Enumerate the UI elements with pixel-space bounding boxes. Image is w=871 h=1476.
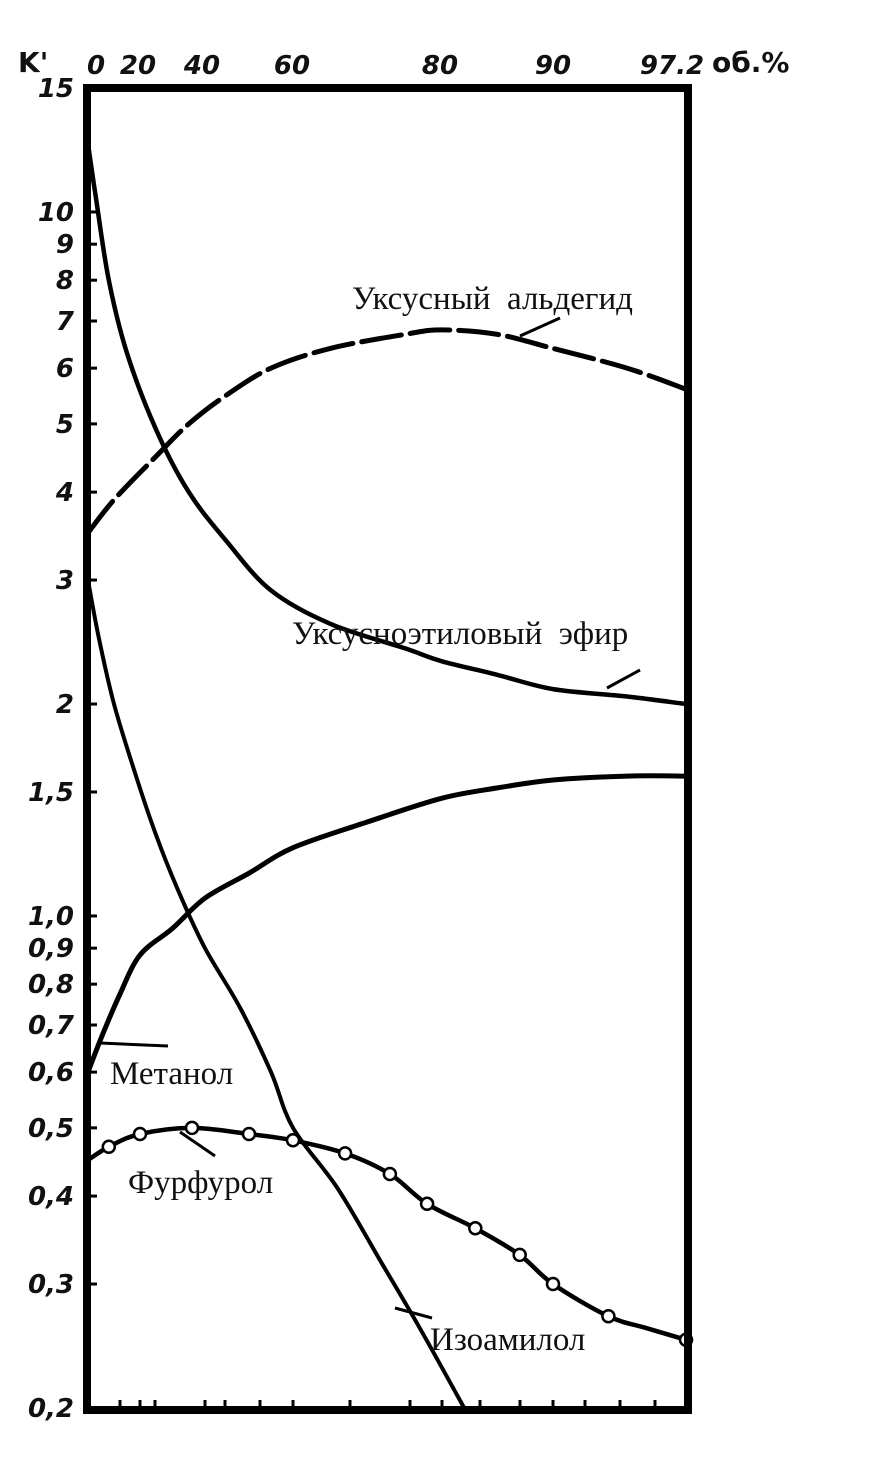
x-tick-label: 80 (422, 51, 458, 81)
y-tick-label: 2 (56, 690, 74, 720)
furfural-point (601, 1308, 616, 1324)
label-ethyl-acetate: Уксусноэтиловый эфир (292, 616, 628, 652)
furfural-point (382, 1166, 398, 1182)
label-acetaldehyde: Уксусный альдегид (352, 281, 633, 317)
leader-acetaldehyde (519, 316, 561, 338)
x-tick-label: 40 (183, 51, 220, 81)
y-tick-label: 0,7 (28, 1011, 75, 1041)
y-tick-label: 0,3 (28, 1270, 74, 1300)
leader-furfural (179, 1130, 216, 1158)
furfural-point (132, 1126, 148, 1142)
furfural-point (419, 1196, 435, 1212)
furfural-point (512, 1247, 527, 1263)
y-tick-label: 0,9 (28, 934, 74, 964)
furfural-point (285, 1133, 301, 1148)
x-tick-label: 60 (274, 51, 310, 81)
label-furfural: Фурфурол (128, 1165, 273, 1201)
label-methanol: Метанол (110, 1056, 233, 1092)
series-line-methanol (85, 773, 689, 1075)
y-tick-label: 1,5 (28, 778, 74, 808)
series-lines (85, 141, 689, 1410)
label-isoamylol: Изоамилол (430, 1322, 585, 1358)
furfural-point (545, 1276, 561, 1292)
y-tick-label: 8 (56, 266, 74, 296)
leader-methanol (99, 1041, 169, 1048)
series-line-furfural (85, 1125, 689, 1343)
y-tick-label: 0,2 (28, 1394, 74, 1424)
y-tick-label: 3 (56, 566, 74, 596)
y-tick-label: 6 (56, 354, 74, 384)
x-tick-labels: 0 20 40 60 80 90 97.2 (86, 51, 704, 1408)
x-tick-label: 20 (120, 51, 156, 81)
y-tick-label: 0,6 (28, 1058, 74, 1088)
series-line-isoamylol (86, 578, 467, 1410)
y-axis-label: K' (18, 46, 48, 79)
x-tick-label: 90 (535, 51, 571, 81)
leader-isoamylol (394, 1306, 433, 1320)
series-line-ethyl-acetate (85, 141, 689, 707)
leader-ethyl-acetate (606, 668, 641, 690)
plot-frame (83, 84, 692, 1414)
y-tick-label: 7 (56, 307, 75, 337)
y-tick-label: 1,0 (28, 902, 74, 932)
furfural-point (241, 1126, 257, 1142)
series-line-acetaldehyde (85, 327, 689, 536)
y-tick-label: 0,8 (28, 970, 74, 1000)
y-tick-label: 9 (56, 230, 74, 260)
y-tick-label: 0,4 (28, 1182, 74, 1212)
furfural-point (101, 1139, 117, 1155)
y-tick-label: 5 (56, 410, 74, 440)
x-axis-label: об.% (712, 46, 789, 79)
y-tick-labels: 15 109 8 7 6 5 4 3 2 1,5 1,00,9 0,8 0,7 0,6 0,5 0,4 0,3 0… (28, 74, 97, 1424)
y-tick-label: 0,5 (28, 1114, 74, 1144)
y-tick-label: 15 (38, 74, 74, 104)
x-tick-label: 97.2 (640, 51, 704, 81)
x-tick-label: 0 (87, 51, 105, 81)
y-tick-label: 4 (55, 478, 74, 508)
furfural-point (468, 1221, 483, 1236)
y-tick-label: 10 (38, 198, 74, 228)
furfural-point (337, 1146, 353, 1161)
series-markers (101, 1120, 694, 1348)
furfural-point (184, 1120, 200, 1136)
